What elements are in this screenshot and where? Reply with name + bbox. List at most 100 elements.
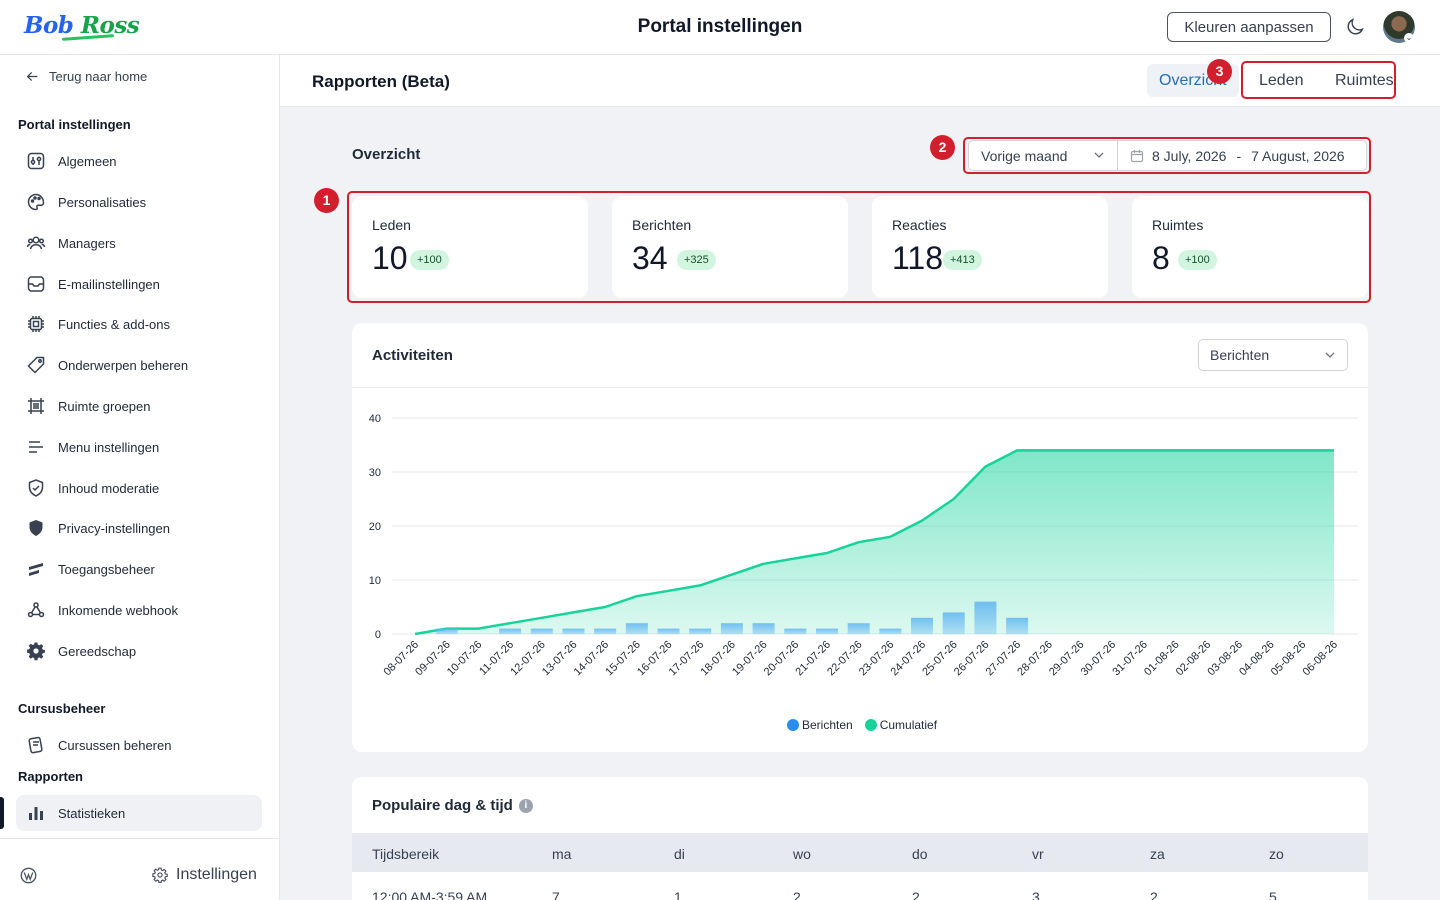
table-cell: 3: [1032, 889, 1040, 900]
chevron-down-icon: [1094, 152, 1104, 158]
table-cell: 2: [793, 889, 801, 900]
sidebar-item-onderwerpen[interactable]: Onderwerpen beheren: [16, 347, 262, 383]
sidebar-item-managers[interactable]: Managers: [16, 225, 262, 261]
calendar-icon: [1130, 149, 1144, 162]
mail-icon: [27, 276, 45, 292]
sidebar-item-menu[interactable]: Menu instellingen: [16, 429, 262, 465]
settings-link[interactable]: Instellingen: [152, 866, 257, 884]
cards-icon: [28, 736, 43, 754]
stat-card-reacties: Reacties 118 +413: [872, 196, 1108, 298]
tab-leden[interactable]: Leden: [1259, 71, 1304, 89]
sidebar-footer: Instellingen: [0, 838, 279, 900]
sidebar-item-privacy[interactable]: Privacy-instellingen: [16, 510, 262, 546]
table-header-cell: ma: [552, 846, 572, 862]
activity-chart: 01020304008-07-2609-07-2610-07-2611-07-2…: [369, 413, 1358, 679]
annotation-box-date: [963, 137, 1371, 174]
chevron-down-icon: [1325, 352, 1335, 358]
customize-colors-button[interactable]: Kleuren aanpassen: [1167, 12, 1331, 42]
sidebar-item-email[interactable]: E-mailinstellingen: [16, 266, 262, 302]
moon-icon[interactable]: [1344, 16, 1366, 38]
wordpress-icon[interactable]: [20, 867, 37, 884]
bar-berichten: [657, 628, 680, 634]
annotation-badge-2: 2: [930, 135, 955, 160]
legend-item-cumulatief[interactable]: Cumulatief: [864, 718, 937, 732]
tag-icon: [27, 356, 45, 374]
popular-title: Populaire dag & tijd i: [372, 797, 533, 814]
menu-icon: [29, 441, 43, 453]
table-header-cell: wo: [793, 846, 811, 862]
sidebar-item-functies[interactable]: Functies & add-ons: [16, 306, 262, 342]
table-header-cell: do: [912, 846, 928, 862]
annotation-box-stats: [347, 191, 1371, 303]
back-to-home-link[interactable]: Terug naar home: [26, 69, 147, 84]
stat-card-berichten: Berichten 34 +325: [612, 196, 848, 298]
tab-ruimtes[interactable]: Ruimtes: [1335, 71, 1394, 89]
gear-icon: [152, 867, 168, 883]
stat-card-leden: Leden 10 +100: [352, 196, 588, 298]
bar-berichten: [847, 623, 870, 634]
table-header-cell: Tijdsbereik: [372, 846, 440, 862]
users-icon: [26, 236, 46, 250]
date-to[interactable]: 7 August, 2026: [1251, 147, 1345, 164]
info-icon[interactable]: i: [518, 798, 533, 813]
annotation-box-tabs: [1241, 61, 1396, 99]
overview-title: Overzicht: [352, 146, 421, 163]
date-range-picker[interactable]: 8 July, 2026 - 7 August, 2026: [1117, 140, 1367, 171]
sidebar-item-webhook[interactable]: Inkomende webhook: [16, 592, 262, 628]
stat-value: 118: [892, 240, 944, 276]
sidebar-item-personalisaties[interactable]: Personalisaties: [16, 184, 262, 220]
table-cell: 7: [552, 889, 560, 900]
stripes-icon: [29, 563, 43, 576]
stat-value: 10: [372, 240, 408, 276]
activity-metric-select[interactable]: Berichten: [1198, 339, 1348, 371]
y-tick-label: 0: [375, 629, 381, 641]
table-header-cell: za: [1150, 846, 1165, 862]
sidebar-item-statistieken[interactable]: Statistieken: [16, 795, 262, 831]
x-tick-label: 06-08-26: [1300, 639, 1340, 679]
bar-berichten: [784, 628, 807, 634]
gear-icon: [27, 642, 45, 661]
table-cell: 1: [674, 889, 682, 900]
stat-delta-badge: +100: [410, 250, 449, 270]
bar-berichten: [942, 612, 965, 634]
chip-icon: [28, 316, 44, 332]
y-tick-label: 30: [369, 467, 381, 479]
bar-berichten: [720, 623, 743, 634]
stat-delta-badge: +100: [1178, 250, 1217, 270]
sliders-icon: [27, 152, 45, 170]
table-header: [352, 833, 1368, 872]
bar-berichten: [911, 617, 934, 634]
table-cell: 2: [1150, 889, 1158, 900]
bar-berichten: [530, 628, 553, 634]
chevron-down-icon[interactable]: ⌄: [1404, 33, 1414, 43]
stat-value: 8: [1152, 240, 1170, 276]
x-tick-label: 10-07-26: [445, 639, 485, 679]
stat-delta-badge: +413: [943, 250, 982, 270]
sidebar-item-gereedschap[interactable]: Gereedschap: [16, 633, 262, 669]
sidebar-item-ruimte-groepen[interactable]: Ruimte groepen: [16, 388, 262, 424]
bar-chart-icon: [29, 807, 43, 820]
legend-item-berichten[interactable]: Berichten: [787, 718, 853, 732]
bar-berichten: [689, 628, 712, 634]
chart-legend: Berichten Cumulatief: [787, 718, 937, 732]
sidebar-item-toegang[interactable]: Toegangsbeheer: [16, 551, 262, 587]
sidebar: Terug naar home Portal instellingen Alge…: [0, 55, 280, 900]
bar-berichten: [562, 628, 585, 634]
bar-berichten: [435, 628, 458, 634]
cumulative-area: [415, 450, 1334, 634]
date-from[interactable]: 8 July, 2026: [1152, 147, 1227, 164]
bar-berichten: [815, 628, 838, 634]
bar-berichten: [752, 623, 775, 634]
shield-check-icon: [28, 479, 44, 497]
cumulative-line: [414, 449, 1334, 636]
annotation-badge-3: 3: [1207, 59, 1232, 84]
sidebar-item-cursussen[interactable]: Cursussen beheren: [16, 727, 262, 763]
period-select[interactable]: Vorige maand: [968, 140, 1118, 171]
logo[interactable]: Bob Ross: [24, 12, 140, 39]
stat-delta-badge: +325: [677, 250, 716, 270]
table-header-cell: vr: [1032, 846, 1044, 862]
sidebar-item-algemeen[interactable]: Algemeen: [16, 143, 262, 179]
y-tick-label: 40: [369, 413, 381, 425]
sidebar-item-moderatie[interactable]: Inhoud moderatie: [16, 470, 262, 506]
palette-icon: [27, 193, 45, 211]
